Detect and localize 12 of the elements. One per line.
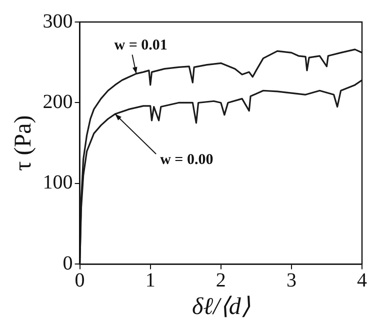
x-tick-label: 2 <box>216 269 226 292</box>
y-tick-label: 0 <box>62 252 73 274</box>
y-tick-label: 300 <box>42 10 73 32</box>
x-axis-title: δℓ/⟨d⟩ <box>192 294 251 320</box>
annotation: w = 0.00 <box>160 152 214 168</box>
x-tick-label: 3 <box>286 269 296 292</box>
annotation: w = 0.01 <box>114 38 168 54</box>
y-axis-title: τ (Pa) <box>10 115 37 171</box>
y-tick-label: 200 <box>42 90 73 113</box>
x-tick-label: 4 <box>357 269 367 292</box>
y-tick-label: 100 <box>42 172 73 194</box>
x-tick-label: 1 <box>145 269 156 292</box>
